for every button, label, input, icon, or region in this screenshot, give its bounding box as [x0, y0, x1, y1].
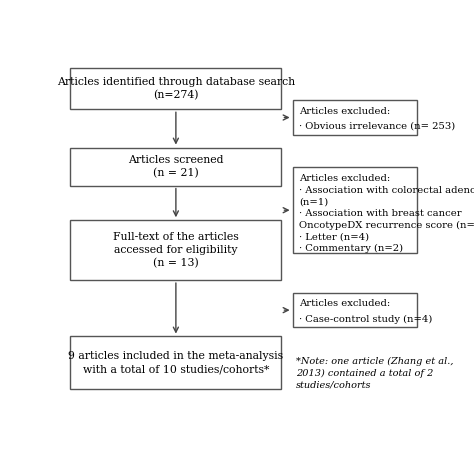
Text: Articles screened
(n = 21): Articles screened (n = 21) — [128, 155, 224, 178]
Bar — [292, 293, 418, 328]
Text: · Commentary (n=2): · Commentary (n=2) — [299, 244, 403, 253]
Bar — [292, 168, 418, 253]
Text: Articles excluded:: Articles excluded: — [299, 107, 391, 116]
Text: Full-text of the articles
accessed for eligibility
(n = 13): Full-text of the articles accessed for e… — [113, 232, 239, 269]
Text: *Note: one article (Zhang et al.,
2013) contained a total of 2
studies/cohorts: *Note: one article (Zhang et al., 2013) … — [296, 356, 454, 389]
Bar — [70, 337, 282, 389]
Text: Articles excluded:: Articles excluded: — [299, 174, 391, 183]
Bar — [70, 67, 282, 110]
Text: · Association with colorectal adenoma: · Association with colorectal adenoma — [299, 185, 474, 195]
Text: Articles identified through database search
(n=274): Articles identified through database sea… — [57, 76, 295, 100]
Text: 9 articles included in the meta-analysis
with a total of 10 studies/cohorts*: 9 articles included in the meta-analysis… — [68, 351, 283, 374]
Bar — [70, 147, 282, 185]
Text: · Obvious irrelevance (n= 253): · Obvious irrelevance (n= 253) — [299, 122, 456, 131]
Text: OncotypeDX recurrence score (n=1): OncotypeDX recurrence score (n=1) — [299, 221, 474, 230]
Text: (n=1): (n=1) — [299, 197, 328, 206]
Text: · Case-control study (n=4): · Case-control study (n=4) — [299, 314, 432, 323]
Text: · Association with breast cancer: · Association with breast cancer — [299, 209, 462, 218]
Bar — [292, 100, 418, 135]
Text: · Letter (n=4): · Letter (n=4) — [299, 233, 369, 242]
Bar — [70, 220, 282, 280]
Text: Articles excluded:: Articles excluded: — [299, 299, 391, 308]
